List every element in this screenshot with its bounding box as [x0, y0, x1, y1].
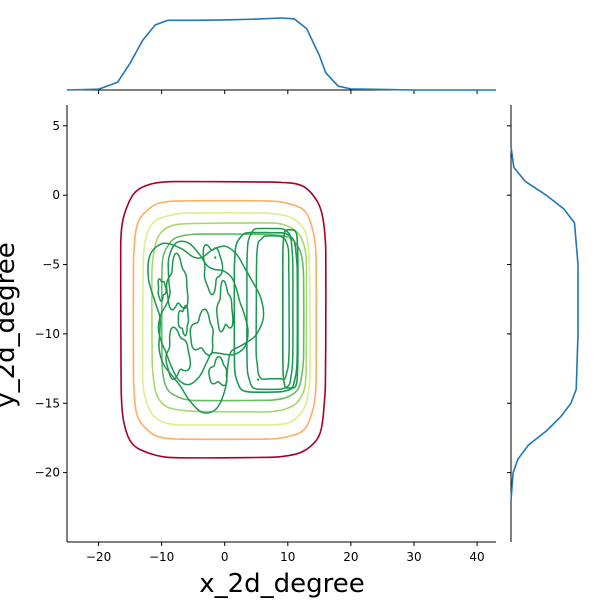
- marginal-x-density-plot: [66, 17, 496, 94]
- y-tick-label: −5: [42, 258, 60, 272]
- x-tick-label: 20: [343, 550, 358, 564]
- x-tick-label: 10: [280, 550, 295, 564]
- inner-contour-blob-2: [165, 252, 189, 311]
- y-tick-label: −15: [35, 396, 60, 410]
- y-tick-label: −10: [35, 327, 60, 341]
- inner-contour-right-1: [246, 227, 294, 391]
- inner-contour-right-2: [255, 235, 290, 381]
- y-tick-label: 5: [52, 119, 60, 133]
- x-tick-label: −10: [149, 550, 174, 564]
- inner-contour-blob-7: [157, 278, 167, 303]
- density-peak-dot-2: [256, 378, 260, 381]
- inner-contour-blob-3: [202, 244, 224, 296]
- y-tick-label: 0: [52, 188, 60, 202]
- x-axis-title: x_2d_degree: [199, 569, 365, 599]
- contour-level-1: [119, 180, 327, 459]
- inner-contour-blob-1: [165, 326, 192, 381]
- marginal-y-curve: [510, 146, 579, 501]
- marginal-x-curve: [66, 17, 496, 91]
- inner-contour-right-edge: [281, 228, 299, 389]
- contour-level-4: [151, 222, 308, 413]
- contour-level-5: [160, 233, 305, 402]
- x-tick-label: 40: [469, 550, 484, 564]
- inner-contour-blob-6: [216, 279, 234, 333]
- x-tick-label: −20: [86, 550, 111, 564]
- y-axis-title: y_2d_degree: [0, 242, 21, 408]
- contour-level-3: [141, 211, 311, 426]
- marginal-y-density-plot: [507, 105, 579, 542]
- x-tick-label: 30: [406, 550, 421, 564]
- contour-level-2: [132, 199, 318, 441]
- x-tick-label: 0: [221, 550, 229, 564]
- inner-contour-blob-5: [177, 304, 190, 337]
- inner-contour-blob-8: [208, 356, 228, 387]
- inner-contour-left-2: [157, 240, 249, 386]
- y-tick-label: −20: [35, 466, 60, 480]
- main-contour-plot: [119, 180, 327, 459]
- density-peak-dot-1: [214, 256, 217, 259]
- inner-contour-blob-4: [189, 308, 214, 356]
